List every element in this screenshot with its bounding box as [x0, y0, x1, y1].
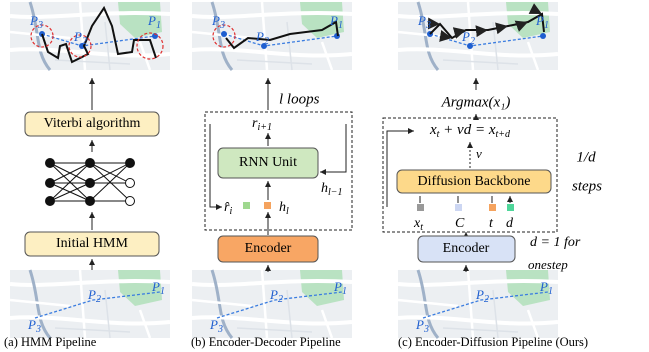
math-text: P — [415, 317, 424, 332]
math-text: P — [333, 279, 342, 294]
step-word: steps — [572, 178, 602, 194]
velocity: v — [476, 146, 482, 161]
caption: (c) Encoder-Diffusion Pipeline (Ours) — [398, 335, 588, 349]
subscript: l — [286, 206, 289, 217]
encoder-label: Encoder — [245, 241, 292, 256]
subscript: 1 — [342, 286, 347, 297]
math-text: t — [489, 216, 494, 231]
math-text: P — [255, 29, 264, 44]
loop-label: l loops — [279, 91, 320, 107]
math-text: P — [269, 287, 278, 302]
subscript: 3 — [37, 20, 43, 31]
figure: Viterbi algorithm Initial HMM l loops ri… — [0, 0, 649, 352]
subscript: 2 — [96, 294, 101, 305]
math-text: P — [417, 13, 426, 28]
input-label: xt — [413, 216, 423, 233]
stage-label: Initial HMM — [56, 236, 128, 251]
math-text: P — [87, 287, 96, 302]
math-text: P — [461, 29, 470, 44]
subscript: 2 — [470, 36, 475, 47]
math-text: P — [73, 29, 82, 44]
subscript: 2 — [264, 36, 269, 47]
prediction: r̂i — [224, 200, 232, 217]
backbone-label: Diffusion Backbone — [418, 174, 531, 189]
subscript: 3 — [425, 20, 431, 31]
arrow — [387, 131, 414, 207]
token — [264, 202, 271, 209]
subscript: 1 — [156, 20, 161, 31]
arrow — [320, 124, 346, 172]
subscript: t — [420, 222, 423, 233]
subscript: 2 — [82, 36, 87, 47]
math-text: P — [329, 13, 338, 28]
subscript: i — [229, 206, 232, 217]
subscript: t+d — [495, 129, 511, 140]
onestep-note: d = 1 for — [530, 235, 581, 250]
math-text: P — [151, 279, 160, 294]
hidden-in: hl−1 — [321, 181, 343, 198]
caption: (a) HMM Pipeline — [4, 335, 97, 349]
math-text: P — [475, 287, 484, 302]
math-text: P — [27, 317, 36, 332]
subscript: 2 — [278, 294, 283, 305]
rnn-label: RNN Unit — [239, 155, 297, 170]
subscript: 3 — [217, 324, 223, 335]
onestep-note: onestep — [528, 257, 568, 272]
input-tokens — [417, 196, 514, 211]
subscript: 2 — [484, 294, 489, 305]
hmm-network — [46, 159, 135, 206]
hidden: hl — [279, 200, 289, 217]
subscript: 3 — [423, 324, 429, 335]
subscript: 1 — [160, 286, 165, 297]
update-eq: xt + vd = xt+d — [429, 122, 511, 140]
math-text: P — [539, 279, 548, 294]
input-label: d — [506, 216, 514, 231]
step-fraction: 1/d — [576, 149, 596, 165]
math-text: P — [147, 13, 156, 28]
state-out: ri+1 — [252, 116, 272, 133]
output-label: Argmax(x₁) — [441, 94, 511, 110]
stage-label: Viterbi algorithm — [44, 116, 141, 131]
subscript: 1 — [338, 20, 343, 31]
subscript: 1 — [548, 286, 553, 297]
subscript: 1 — [544, 20, 549, 31]
input-label: t — [489, 216, 494, 231]
subscript: l−1 — [328, 187, 343, 198]
math-text: C — [455, 216, 465, 231]
math-text: P — [29, 13, 38, 28]
math-text: + vd = x — [439, 122, 495, 138]
subscript: 3 — [35, 324, 41, 335]
math-text: h — [279, 200, 286, 215]
math-text: P — [209, 317, 218, 332]
math-text: P — [211, 13, 220, 28]
subscript: 3 — [219, 20, 225, 31]
input-label: C — [455, 216, 465, 231]
math-text: P — [535, 13, 544, 28]
encoder-label: Encoder — [443, 241, 490, 256]
math-text: h — [321, 181, 328, 196]
caption: (b) Encoder-Decoder Pipeline — [191, 335, 341, 349]
math-text: d — [506, 216, 514, 231]
subscript: i+1 — [257, 122, 272, 133]
token — [243, 202, 250, 209]
